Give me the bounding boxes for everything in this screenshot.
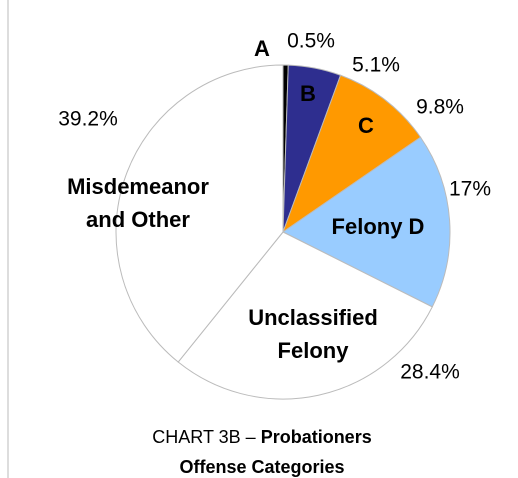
chart-subtitle: Offense Categories (179, 457, 344, 477)
value-label: 28.4% (400, 361, 460, 384)
pie-slice (282, 136, 451, 308)
title-prefix: CHART 3B – (152, 427, 255, 447)
value-label: 17% (449, 178, 491, 201)
value-label: 5.1% (352, 54, 400, 77)
slice-label: Felony D (332, 214, 425, 239)
chart-title: CHART 3B – Probationers (152, 427, 371, 447)
slice-label: Unclassified Felony (248, 305, 378, 363)
slice-label: Misdemeanor and Other (67, 174, 209, 232)
value-label: 9.8% (416, 96, 464, 119)
pie-slice (177, 231, 433, 400)
pie-slice (281, 74, 422, 234)
title-bold: Probationers (261, 427, 372, 447)
pie-slice (115, 64, 284, 363)
value-label: 39.2% (58, 108, 118, 131)
slice-label: B (300, 81, 316, 106)
slice-label: C (358, 113, 374, 138)
slice-label: A (254, 36, 270, 61)
value-label: 0.5% (287, 30, 335, 53)
